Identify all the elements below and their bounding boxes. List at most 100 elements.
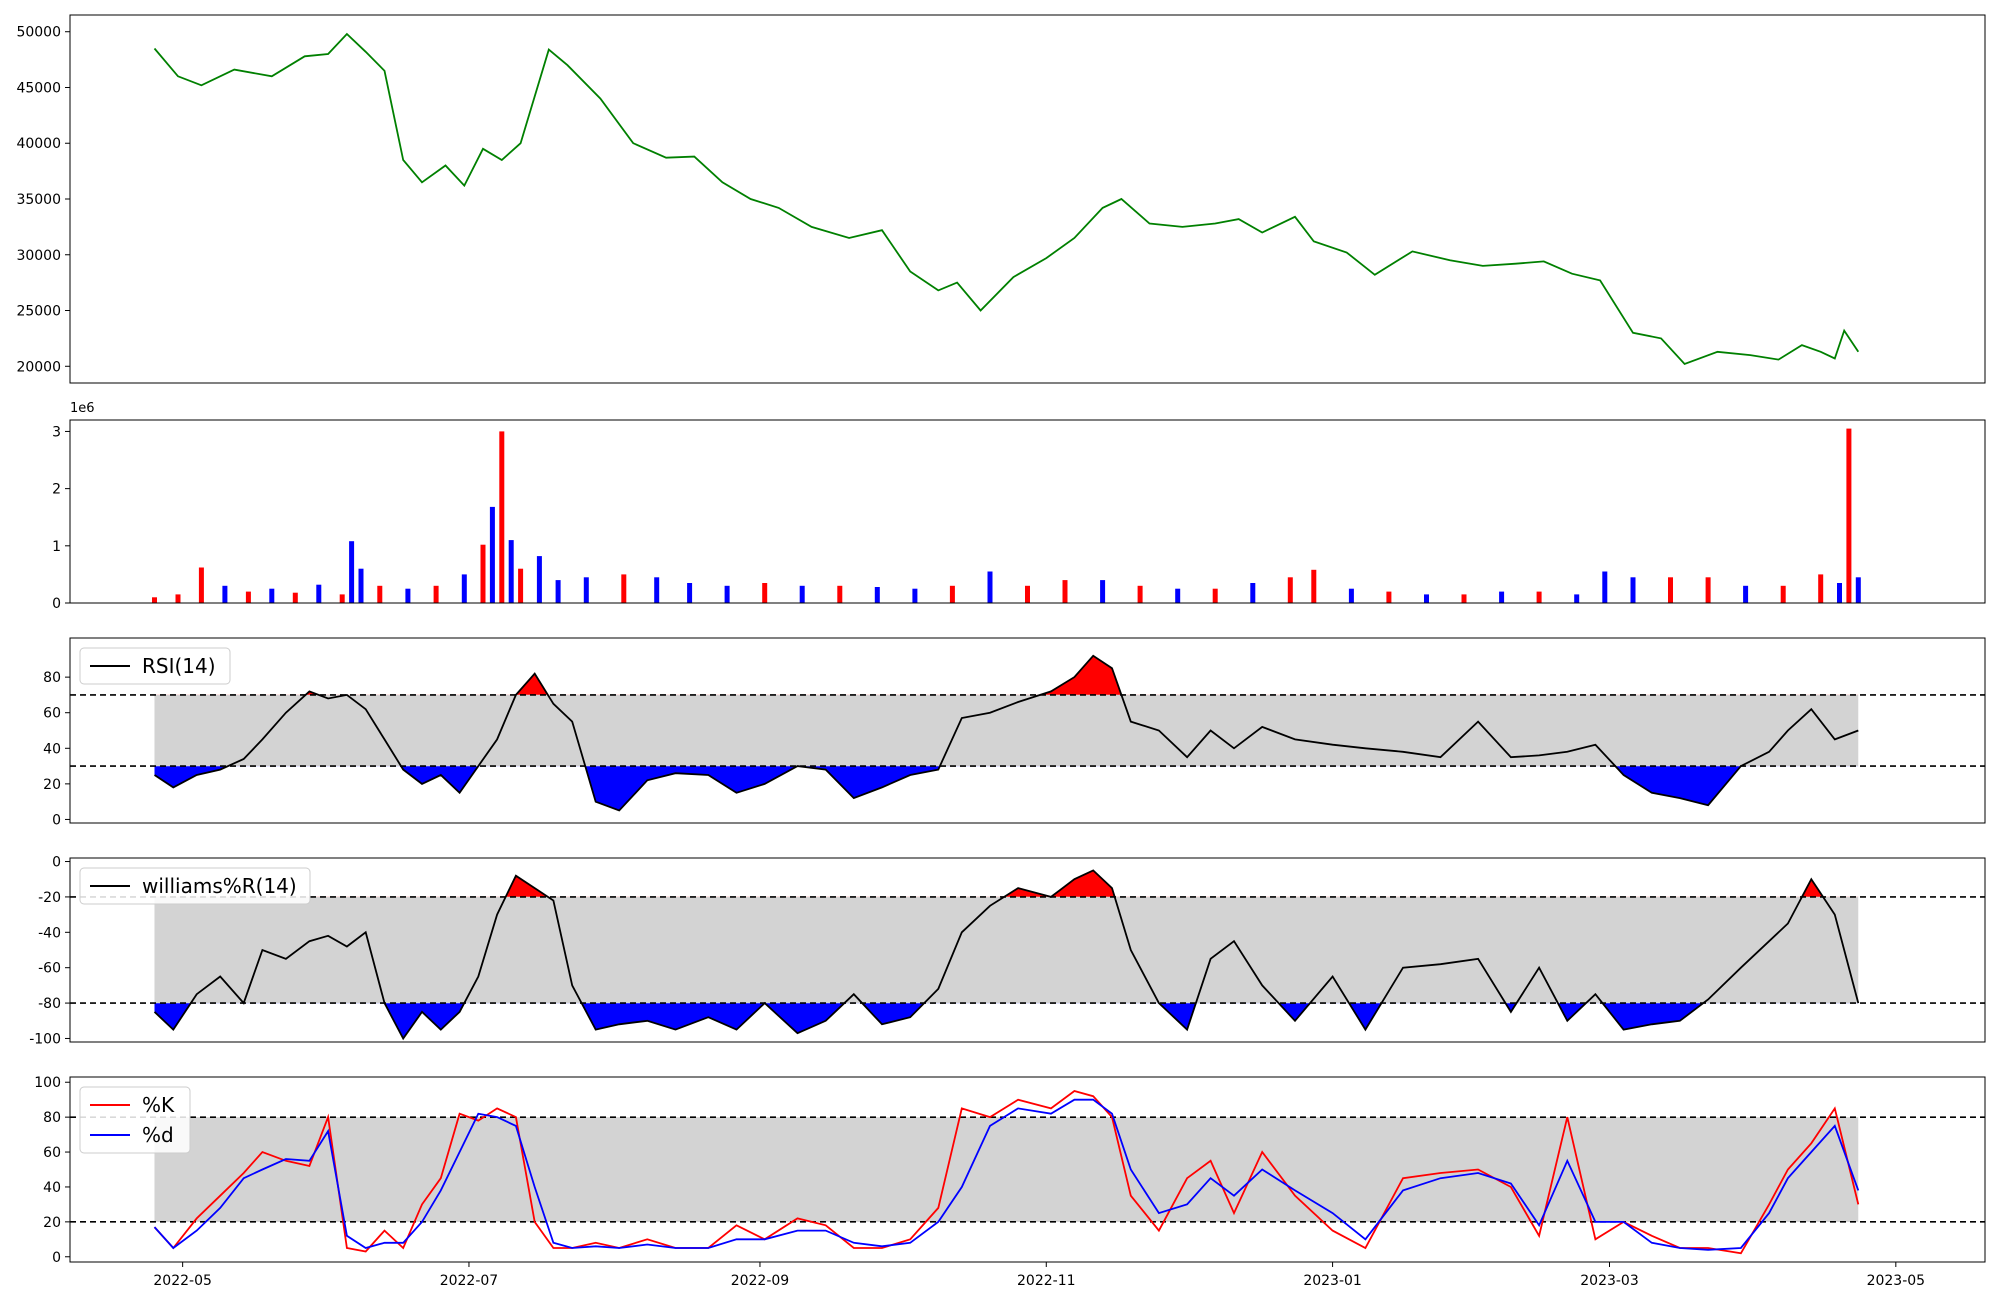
volume-bar bbox=[433, 585, 439, 603]
y-tick-label: 100 bbox=[34, 1075, 61, 1091]
x-tick-label: 2022-11 bbox=[1017, 1273, 1076, 1289]
y-tick-label: 0 bbox=[52, 812, 61, 828]
volume-bar bbox=[1499, 591, 1505, 603]
legend: RSI(14) bbox=[79, 647, 231, 685]
y-tick-label: 3 bbox=[52, 424, 61, 440]
volume-bar bbox=[949, 585, 955, 603]
volume-bar bbox=[222, 585, 228, 603]
legend: williams%R(14) bbox=[79, 867, 311, 905]
y-tick-label: -40 bbox=[38, 925, 61, 941]
volume-bar bbox=[1386, 591, 1392, 603]
volume-bar bbox=[198, 567, 204, 603]
y-tick-label: 40000 bbox=[16, 136, 61, 152]
threshold-band bbox=[154, 896, 1859, 1004]
volume-bar bbox=[1062, 580, 1068, 603]
y-tick-label: 50000 bbox=[16, 25, 61, 41]
volume-bar bbox=[175, 594, 181, 603]
legend-box bbox=[79, 647, 231, 685]
panel-frame-3 bbox=[69, 857, 1986, 1043]
volume-bar bbox=[405, 588, 411, 603]
panel-frame-4 bbox=[69, 1076, 1986, 1263]
volume-bar bbox=[377, 585, 383, 603]
volume-bar bbox=[1630, 577, 1636, 603]
volume-bar bbox=[1287, 577, 1293, 603]
legend-box bbox=[79, 1086, 191, 1154]
y-tick-label: -80 bbox=[38, 996, 61, 1012]
volume-bar bbox=[1846, 428, 1852, 603]
volume-bar bbox=[1574, 594, 1580, 603]
volume-bar bbox=[518, 568, 524, 603]
volume-bar bbox=[1100, 580, 1106, 603]
volume-bar bbox=[1705, 577, 1711, 603]
stochastic-panel: 0 20 40 60 80 100 %K %d bbox=[34, 1075, 1986, 1266]
y-tick-label: -60 bbox=[38, 961, 61, 977]
panel-frame-2 bbox=[69, 637, 1986, 824]
volume-bar bbox=[316, 584, 322, 603]
williams-panel: 0 -20 -40 -60 -80 -100 williams%R(14) bbox=[29, 855, 1986, 1047]
legend-label: RSI(14) bbox=[142, 654, 216, 678]
volume-bar bbox=[1348, 588, 1354, 603]
volume-bar bbox=[687, 583, 693, 603]
volume-bar bbox=[269, 588, 275, 603]
volume-bar bbox=[1536, 591, 1542, 603]
x-tick-label: 2023-01 bbox=[1303, 1273, 1362, 1289]
y-tick-label: 1 bbox=[52, 539, 61, 555]
legend-label: williams%R(14) bbox=[142, 874, 297, 898]
volume-bar bbox=[762, 583, 768, 603]
y-tick-label: 0 bbox=[52, 596, 61, 612]
volume-bar bbox=[837, 585, 843, 603]
volume-bar bbox=[461, 574, 467, 603]
y-tick-label: 60 bbox=[43, 1145, 61, 1161]
x-tick-label: 2022-09 bbox=[731, 1273, 790, 1289]
y-tick-label: -20 bbox=[38, 890, 61, 906]
y-tick-label: 45000 bbox=[16, 80, 61, 96]
volume-bar bbox=[1668, 577, 1673, 603]
volume-bar bbox=[245, 591, 251, 603]
y-tick-label: 25000 bbox=[16, 304, 61, 320]
volume-bar bbox=[480, 544, 486, 603]
volume-bar bbox=[1025, 585, 1030, 603]
d-line bbox=[153, 1098, 1860, 1251]
volume-bar bbox=[349, 541, 355, 603]
legend-label-k: %K bbox=[142, 1093, 175, 1117]
indicator-line bbox=[153, 869, 1860, 1041]
indicator-line bbox=[154, 654, 1859, 812]
volume-bar bbox=[987, 571, 993, 603]
y-tick-label: 20 bbox=[43, 777, 61, 793]
x-tick-label: 2022-05 bbox=[153, 1273, 212, 1289]
k-line bbox=[153, 1090, 1860, 1255]
volume-bar bbox=[1461, 594, 1467, 603]
volume-bar bbox=[1837, 583, 1842, 603]
y-tick-label: 2 bbox=[52, 482, 61, 498]
y-tick-label: 20000 bbox=[16, 359, 61, 375]
y-tick-label: 35000 bbox=[16, 192, 61, 208]
price-panel: 20000 25000 30000 35000 40000 45000 50000 bbox=[16, 14, 1986, 384]
volume-bar bbox=[1175, 588, 1181, 603]
volume-bar bbox=[1212, 588, 1218, 603]
volume-bar bbox=[1602, 571, 1608, 603]
y-tick-label: 40 bbox=[43, 1180, 61, 1196]
legend: %K %d bbox=[79, 1086, 191, 1154]
x-tick-label: 2022-07 bbox=[440, 1273, 499, 1289]
threshold-band bbox=[154, 1117, 1859, 1222]
volume-bar bbox=[583, 577, 589, 603]
volume-bar bbox=[621, 574, 627, 603]
y-tick-label: 30000 bbox=[16, 248, 61, 264]
volume-bar bbox=[1311, 569, 1317, 603]
volume-bar bbox=[874, 587, 880, 603]
legend-box bbox=[79, 867, 311, 905]
x-tick-label: 2023-05 bbox=[1867, 1273, 1926, 1289]
panel-frame-1 bbox=[69, 419, 1986, 604]
volume-bar bbox=[555, 580, 561, 603]
volume-bar bbox=[1743, 585, 1749, 603]
x-axis: 2022-05 2022-07 2022-09 2022-11 2023-01 2023-… bbox=[153, 1262, 1925, 1289]
volume-scale-label: 1e6 bbox=[70, 401, 95, 416]
rsi-panel: 0 20 40 60 80 RSI(14) bbox=[43, 637, 1986, 828]
volume-bar bbox=[536, 556, 542, 603]
volume-bar bbox=[1250, 583, 1256, 603]
volume-bar bbox=[1818, 574, 1824, 603]
volume-bar bbox=[1424, 594, 1429, 603]
y-tick-label: 80 bbox=[43, 1110, 61, 1126]
